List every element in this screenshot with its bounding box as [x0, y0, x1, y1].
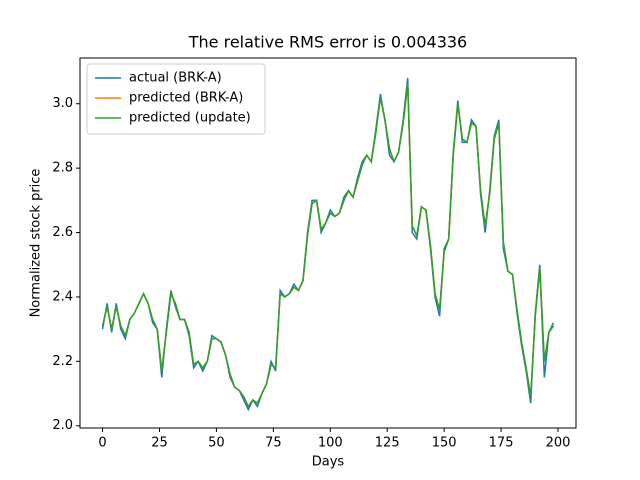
legend-label: actual (BRK-A)	[129, 71, 222, 86]
y-tick-label: 3.0	[52, 96, 73, 111]
legend-label: predicted (BRK-A)	[129, 91, 243, 106]
x-tick-label: 200	[546, 436, 571, 451]
chart-title: The relative RMS error is 0.004336	[188, 33, 467, 52]
y-tick-label: 2.8	[52, 161, 73, 176]
y-tick-label: 2.2	[52, 354, 73, 369]
x-tick-label: 150	[432, 436, 457, 451]
x-axis-label: Days	[312, 455, 345, 470]
legend-box	[86, 63, 266, 135]
y-axis-label: Normalized stock price	[29, 169, 44, 318]
y-tick-label: 2.0	[52, 418, 73, 433]
x-tick-label: 125	[375, 436, 400, 451]
plot-frame	[79, 57, 577, 429]
x-tick-label: 100	[318, 436, 343, 451]
x-tick-label: 75	[265, 436, 282, 451]
y-tick-label: 2.6	[52, 225, 73, 240]
data-line	[101, 84, 555, 408]
x-tick-label: 175	[489, 436, 514, 451]
legend-label: predicted (update)	[129, 111, 251, 126]
x-tick-label: 0	[98, 436, 106, 451]
y-tick-label: 2.4	[52, 289, 73, 304]
x-tick-label: 50	[208, 436, 225, 451]
x-tick-label: 25	[151, 436, 168, 451]
